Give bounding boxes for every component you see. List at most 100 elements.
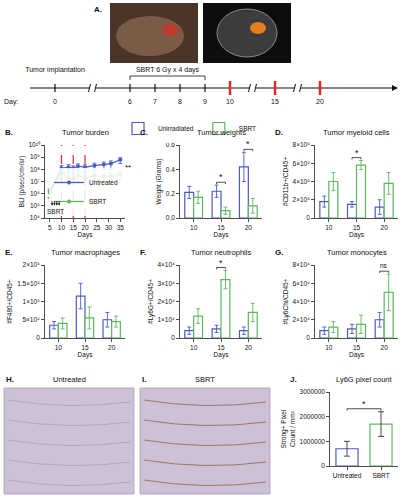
svg-text:*: * <box>246 139 250 149</box>
svg-text:5: 5 <box>48 224 52 231</box>
svg-text:SBRT 6 Gy x 4 days: SBRT 6 Gy x 4 days <box>136 66 200 74</box>
svg-text:4×10⁴: 4×10⁴ <box>157 261 175 268</box>
svg-text:10⁹: 10⁹ <box>30 153 40 160</box>
svg-text:1.5×10⁵: 1.5×10⁵ <box>17 280 40 287</box>
svg-text:0: 0 <box>321 462 325 469</box>
svg-text:2×10⁴: 2×10⁴ <box>157 298 175 305</box>
svg-text:#F480+/CD45+: #F480+/CD45+ <box>6 279 13 324</box>
svg-text:3×10⁴: 3×10⁴ <box>157 280 175 287</box>
svg-text:Days: Days <box>78 351 94 359</box>
svg-text:ns: ns <box>380 262 388 269</box>
svg-text:9: 9 <box>203 98 207 105</box>
svg-text:10: 10 <box>190 344 198 351</box>
svg-text:Days: Days <box>349 231 365 239</box>
svg-text:10: 10 <box>55 344 63 351</box>
svg-text:Untreated: Untreated <box>53 375 86 384</box>
svg-text:0.2: 0.2 <box>166 190 175 197</box>
svg-text:3000000: 3000000 <box>300 388 326 395</box>
svg-text:20: 20 <box>108 344 116 351</box>
svg-text:*: * <box>355 148 359 158</box>
svg-text:SBRT: SBRT <box>372 472 389 479</box>
svg-text:Tumor burden: Tumor burden <box>62 128 109 137</box>
svg-text:Days: Days <box>349 351 365 359</box>
svg-text:20: 20 <box>316 98 324 105</box>
svg-text:*: * <box>219 258 223 268</box>
svg-text:20: 20 <box>81 224 89 231</box>
svg-text:0: 0 <box>306 334 310 341</box>
svg-text:0: 0 <box>53 98 57 105</box>
svg-text:10⁵: 10⁵ <box>30 202 40 209</box>
svg-text:Tumor weights: Tumor weights <box>197 128 246 137</box>
svg-text:G.: G. <box>275 248 283 257</box>
svg-text:0.0: 0.0 <box>166 214 175 221</box>
svg-text:20: 20 <box>245 344 253 351</box>
svg-text:D.: D. <box>275 128 283 137</box>
svg-text:6×10⁵: 6×10⁵ <box>293 160 311 167</box>
svg-text:15: 15 <box>81 344 89 351</box>
svg-text:20: 20 <box>381 344 389 351</box>
svg-text:10: 10 <box>190 224 198 231</box>
svg-text:6×10⁴: 6×10⁴ <box>292 280 310 287</box>
svg-text:Tumor implantation: Tumor implantation <box>25 66 85 74</box>
svg-text:20: 20 <box>245 224 253 231</box>
svg-text:SBRT: SBRT <box>195 375 215 384</box>
svg-text:Tumor monocytes: Tumor monocytes <box>327 248 387 257</box>
svg-text:A.: A. <box>94 5 102 14</box>
svg-text:Days: Days <box>214 351 230 359</box>
svg-text:H.: H. <box>6 375 14 384</box>
svg-text:10⁷: 10⁷ <box>30 178 40 185</box>
svg-text:10⁴: 10⁴ <box>30 214 40 221</box>
svg-text:Unirradiated: Unirradiated <box>158 125 194 132</box>
svg-text:10: 10 <box>58 224 66 231</box>
svg-text:10⁶: 10⁶ <box>30 190 40 197</box>
svg-text:Tumor myeloid cells: Tumor myeloid cells <box>323 128 390 137</box>
svg-text:1×10⁵: 1×10⁵ <box>23 298 41 305</box>
svg-text:Weight (Grams): Weight (Grams) <box>155 159 163 205</box>
svg-text:Strong+ PixelCount / mm²: Strong+ PixelCount / mm² <box>280 409 295 448</box>
svg-text:10¹⁰: 10¹⁰ <box>28 141 40 148</box>
svg-text:8×10⁴: 8×10⁴ <box>292 261 310 268</box>
svg-text:SBRT: SBRT <box>89 198 106 205</box>
svg-text:B.: B. <box>5 128 13 137</box>
svg-text:7: 7 <box>153 98 157 105</box>
svg-text:6: 6 <box>128 98 132 105</box>
svg-text:25: 25 <box>93 224 101 231</box>
svg-text:0: 0 <box>171 334 175 341</box>
svg-text:8×10⁵: 8×10⁵ <box>293 141 311 148</box>
svg-text:BLI (p/sec/cm²/sr): BLI (p/sec/cm²/sr) <box>18 156 26 207</box>
svg-text:Ly6G pixel count: Ly6G pixel count <box>336 375 393 384</box>
svg-text:*: * <box>219 172 223 182</box>
svg-text:2×10⁵: 2×10⁵ <box>293 196 311 203</box>
svg-text:4×10⁴: 4×10⁴ <box>292 298 310 305</box>
svg-text:1×10⁴: 1×10⁴ <box>157 316 175 323</box>
svg-text:Untreated: Untreated <box>333 472 362 479</box>
svg-text:**: ** <box>125 163 131 172</box>
svg-text:Tumor neutrophils: Tumor neutrophils <box>191 248 251 257</box>
svg-text:J.: J. <box>290 375 297 384</box>
svg-text:C.: C. <box>140 128 148 137</box>
svg-text:Untreated: Untreated <box>89 179 118 186</box>
svg-text:#Ly6G+/CD45+: #Ly6G+/CD45+ <box>147 279 155 324</box>
svg-text:0: 0 <box>36 334 40 341</box>
svg-text:10: 10 <box>325 224 333 231</box>
svg-text:2×10⁴: 2×10⁴ <box>292 316 310 323</box>
svg-text:15: 15 <box>353 224 361 231</box>
svg-text:20: 20 <box>381 224 389 231</box>
svg-text:10: 10 <box>226 98 234 105</box>
svg-text:30: 30 <box>105 224 113 231</box>
svg-text:Tumor macrophages: Tumor macrophages <box>51 248 120 257</box>
svg-text:15: 15 <box>353 344 361 351</box>
svg-text:2×10⁵: 2×10⁵ <box>23 261 41 268</box>
svg-text:4×10⁵: 4×10⁵ <box>293 178 311 185</box>
svg-text:0.4: 0.4 <box>166 166 175 173</box>
svg-text:15: 15 <box>271 98 279 105</box>
svg-text:2000000: 2000000 <box>300 413 326 420</box>
svg-text:Days: Days <box>78 231 94 239</box>
svg-text:15: 15 <box>217 224 225 231</box>
svg-text:I.: I. <box>142 375 146 384</box>
svg-text:0: 0 <box>306 214 310 221</box>
svg-text:Day:: Day: <box>4 98 18 106</box>
svg-text:15: 15 <box>217 344 225 351</box>
svg-text:Days: Days <box>214 231 230 239</box>
svg-text:F.: F. <box>140 248 146 257</box>
